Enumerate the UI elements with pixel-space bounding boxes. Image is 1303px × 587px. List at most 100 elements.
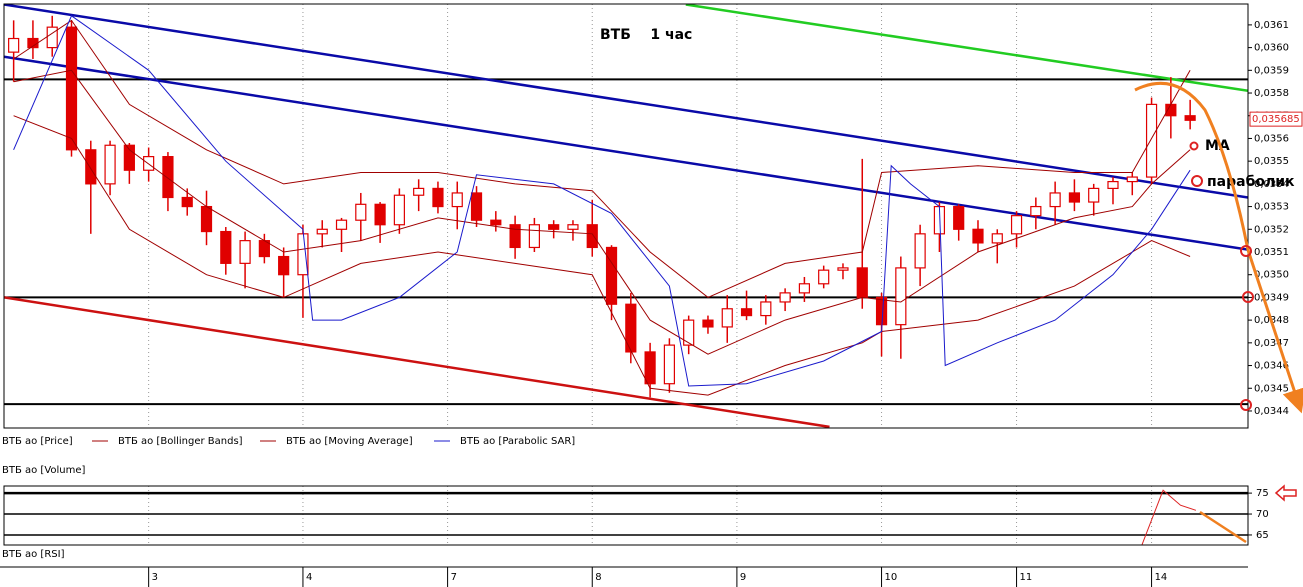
annotation: параболик	[1207, 174, 1295, 190]
candle-body	[316, 228, 328, 235]
x-tick-label: 9	[740, 572, 746, 583]
candle-body	[46, 26, 58, 49]
y-tick-label: 75	[1256, 488, 1269, 499]
x-tick-label: 14	[1155, 572, 1168, 583]
candle-body	[65, 26, 78, 151]
y-tick-label: 0,0354	[1254, 179, 1289, 190]
candle-body	[953, 205, 965, 230]
trend-line	[4, 296, 830, 428]
candle-body	[509, 224, 521, 249]
legend-label: ВТБ ао [Bollinger Bands]	[118, 436, 243, 447]
y-tick-label: 0,0355	[1254, 156, 1289, 167]
candle-body	[374, 203, 386, 226]
candle-body	[1184, 115, 1196, 121]
candle-body	[663, 344, 675, 385]
candle-body	[297, 233, 309, 276]
y-tick-label: 0,0356	[1254, 133, 1289, 144]
candle-body	[1030, 205, 1042, 217]
candle-body	[644, 351, 656, 385]
candle-body	[528, 224, 540, 249]
candle-body	[490, 219, 502, 226]
plot-frame	[3, 3, 1249, 429]
legend-label: ВТБ ао [Parabolic SAR]	[460, 436, 575, 447]
legend-label: ВТБ ао [RSI]	[2, 549, 65, 560]
candle-body	[104, 144, 116, 185]
candle-body	[818, 269, 830, 285]
candle-body	[278, 255, 290, 276]
candle-body	[1049, 192, 1061, 208]
candle-body	[1010, 215, 1023, 235]
panel-label: ВТБ ао [Volume]	[2, 465, 86, 476]
candle-body	[721, 308, 733, 328]
trend-line	[685, 4, 1248, 93]
forecast-arrow	[1134, 81, 1303, 414]
forecast-arrow	[1199, 510, 1247, 544]
annotation: MA	[1205, 138, 1230, 154]
candle-body	[413, 187, 425, 196]
candle-body	[625, 303, 637, 353]
candle-body	[1068, 192, 1081, 203]
legend-label: ВТБ ао [Price]	[2, 436, 73, 447]
candle-body	[8, 37, 20, 53]
marker-circle	[1240, 245, 1252, 257]
candle-body	[895, 267, 907, 326]
candle-body	[1126, 176, 1138, 183]
candle-body	[1145, 103, 1158, 178]
last-price-box	[1249, 111, 1303, 127]
candle-body	[1107, 180, 1119, 190]
chart-title: ВТБ 1 час	[600, 27, 692, 43]
candle-body	[393, 194, 405, 226]
rsi-plot	[4, 486, 1248, 545]
indicator-line	[13, 69, 1191, 355]
candle-body	[451, 192, 463, 208]
candle-body	[702, 319, 714, 328]
candle-body	[972, 228, 984, 244]
last-price-label: 0,035685	[1252, 114, 1300, 125]
x-tick-label: 10	[885, 572, 898, 583]
y-tick-label: 0,0361	[1254, 20, 1289, 31]
trend-line	[4, 55, 1248, 251]
y-tick-label: 0,0346	[1254, 361, 1289, 372]
candle-body	[123, 144, 135, 171]
candle-body	[220, 230, 232, 264]
y-tick-label: 0,0344	[1254, 406, 1289, 417]
candle-body	[605, 246, 618, 305]
y-tick-label: 0,0353	[1254, 202, 1289, 213]
marker-circle	[1191, 175, 1203, 187]
x-tick-label: 7	[451, 572, 457, 583]
candle-body	[856, 267, 868, 299]
candle-body	[85, 149, 97, 185]
rsi-line	[1141, 489, 1197, 545]
candle-body	[432, 187, 444, 208]
y-tick-label: 70	[1256, 509, 1269, 520]
candle-body	[355, 203, 367, 221]
candle-body	[548, 224, 560, 230]
candle-body	[162, 156, 174, 199]
candle-body	[740, 308, 753, 317]
x-tick-label: 8	[595, 572, 601, 583]
candle-body	[239, 240, 251, 264]
x-tick-label: 3	[152, 572, 158, 583]
price-plot	[4, 4, 1248, 428]
candle-body	[567, 224, 579, 230]
y-tick-label: 0,0359	[1254, 65, 1289, 76]
candle-body	[181, 196, 193, 208]
trend-line	[4, 4, 1248, 199]
x-tick-label: 4	[306, 572, 312, 583]
candle-body	[470, 192, 483, 221]
candle-body	[760, 301, 772, 317]
candle-body	[991, 233, 1003, 244]
y-tick-label: 0,0360	[1254, 43, 1289, 54]
marker-circle	[1240, 399, 1252, 411]
candle-body	[798, 283, 811, 294]
candle-body	[1088, 187, 1100, 203]
axes: 3 4 7 8 9 10 11 14 0,0344 0,0345 0,0346 0,0347 0,034…	[2, 20, 1303, 587]
candle-body	[200, 205, 213, 233]
bollinger-band	[13, 19, 1191, 298]
rsi-frame	[3, 485, 1249, 546]
marker-circle	[1189, 141, 1199, 151]
candle-body	[914, 233, 926, 269]
candle-body	[779, 292, 791, 303]
y-tick-label: 0,0351	[1254, 247, 1289, 258]
